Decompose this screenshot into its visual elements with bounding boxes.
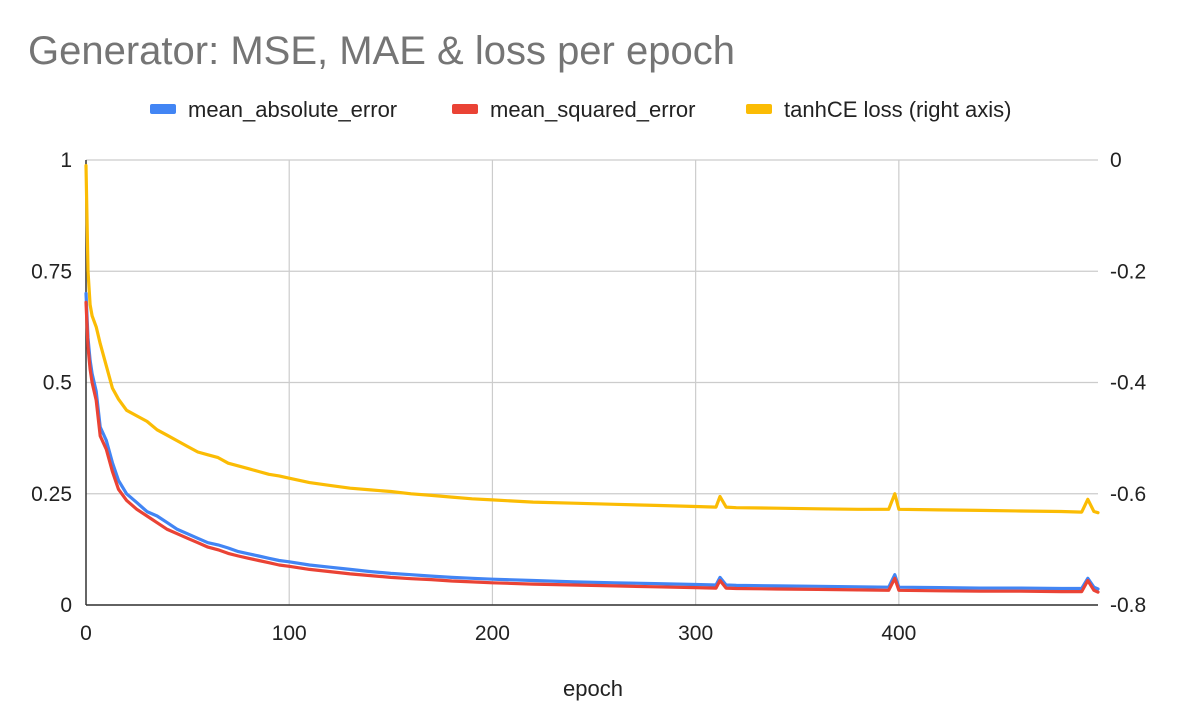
axes: 00.250.50.751-0.8-0.6-0.4-0.200 100 200 300… <box>31 149 1146 645</box>
legend-label-mean-squared-error: mean_squared_error <box>490 97 695 122</box>
y2-tick-label: -0.4 <box>1110 372 1147 395</box>
x-tick-label: 0 <box>80 622 92 645</box>
series-line-mean-squared-error <box>84 300 1100 594</box>
legend-swatch-tanhce-loss-right-axis <box>746 104 772 114</box>
grid <box>86 159 1098 606</box>
series-line-tanhce-loss-right-axis <box>84 164 1100 515</box>
legend-label-mean-absolute-error: mean_absolute_error <box>188 97 397 122</box>
legend-swatch-mean-squared-error <box>452 104 478 114</box>
y-tick-label: 0.75 <box>31 260 72 283</box>
series-line-mean-absolute-error <box>84 291 1100 591</box>
y-tick-label: 0 <box>60 594 72 617</box>
x-tick-label: 400 <box>881 622 916 645</box>
chart-title: Generator: MSE, MAE & loss per epoch <box>28 29 735 73</box>
y-tick-label: 0.25 <box>31 483 72 506</box>
legend-label-tanhce-loss-right-axis: tanhCE loss (right axis) <box>784 97 1011 122</box>
y2-tick-label: -0.2 <box>1110 260 1146 283</box>
y2-tick-label: 0 <box>1110 149 1122 172</box>
x-tick-label: 100 <box>272 622 307 645</box>
x-tick-label: 300 <box>678 622 713 645</box>
y-tick-label: 0.5 <box>43 372 72 395</box>
legend: mean_absolute_error mean_squared_error tan… <box>150 97 1011 122</box>
legend-swatch-mean-absolute-error <box>150 104 176 114</box>
y2-tick-label: -0.8 <box>1110 594 1146 617</box>
x-axis-label: epoch <box>563 676 623 701</box>
y2-tick-label: -0.6 <box>1110 483 1146 506</box>
y-tick-label: 1 <box>60 149 72 172</box>
series-layer <box>84 164 1100 594</box>
x-tick-label: 200 <box>475 622 510 645</box>
